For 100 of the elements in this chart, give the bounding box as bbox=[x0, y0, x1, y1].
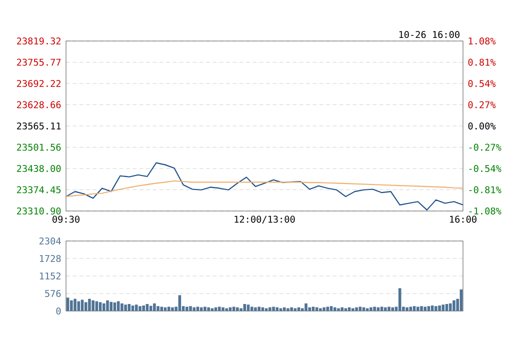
bar bbox=[388, 306, 390, 311]
bar bbox=[134, 304, 138, 311]
y-tick-label: 1728 bbox=[40, 254, 61, 262]
bar bbox=[232, 306, 236, 311]
bar bbox=[80, 300, 84, 311]
bar bbox=[128, 304, 131, 311]
bar bbox=[304, 303, 308, 311]
bar bbox=[156, 306, 160, 311]
bar bbox=[358, 306, 362, 311]
bar bbox=[236, 307, 239, 311]
y-tick-label: 0 bbox=[56, 307, 61, 315]
y2-tick-label: -0.81% bbox=[469, 186, 502, 194]
bar bbox=[167, 306, 170, 311]
y-tick-label: 576 bbox=[45, 290, 61, 298]
y2-tick-label: 0.00% bbox=[468, 122, 496, 130]
bar bbox=[279, 308, 282, 311]
bar bbox=[124, 304, 127, 311]
bar bbox=[416, 306, 420, 311]
bar bbox=[186, 306, 188, 311]
bar bbox=[355, 307, 358, 311]
bar bbox=[131, 306, 134, 311]
bar bbox=[66, 298, 70, 311]
bar bbox=[319, 308, 322, 311]
bar bbox=[272, 306, 275, 311]
bar bbox=[427, 306, 430, 311]
bar bbox=[380, 306, 384, 311]
bar bbox=[225, 308, 228, 311]
bar bbox=[370, 307, 372, 311]
bar bbox=[102, 303, 106, 311]
text: 10-26 16:00 bbox=[399, 31, 460, 38]
bar bbox=[340, 307, 344, 311]
bar bbox=[196, 306, 200, 311]
y2-tick-label: -0.54% bbox=[469, 164, 502, 172]
line-series bbox=[65, 162, 464, 210]
bar bbox=[98, 302, 102, 311]
bar bbox=[286, 308, 290, 311]
bar bbox=[391, 307, 394, 311]
bar bbox=[160, 306, 164, 311]
bar bbox=[189, 306, 192, 311]
y-tick-label: 23755.77 bbox=[17, 58, 61, 66]
bar bbox=[322, 307, 326, 311]
x-tick-label: 12:00/13:00 bbox=[234, 216, 295, 224]
bar bbox=[138, 306, 142, 311]
bar bbox=[254, 307, 257, 311]
bar bbox=[398, 288, 402, 311]
bar bbox=[210, 308, 214, 311]
bar bbox=[373, 306, 376, 311]
y-tick-label: 2304 bbox=[40, 237, 61, 245]
bar bbox=[171, 307, 174, 311]
bar bbox=[412, 306, 416, 311]
bar bbox=[120, 303, 124, 311]
bar bbox=[452, 300, 456, 311]
bar bbox=[344, 308, 348, 311]
y-tick-label: 23438.00 bbox=[17, 164, 61, 172]
bar bbox=[290, 307, 293, 311]
y2-tick-label: 0.54% bbox=[468, 80, 496, 88]
y2-tick-label: 1.08% bbox=[468, 37, 496, 45]
bar bbox=[384, 307, 387, 311]
bar bbox=[330, 306, 333, 311]
bar bbox=[250, 306, 254, 311]
bar bbox=[74, 298, 76, 311]
y2-tick-label: -1.08% bbox=[469, 207, 502, 215]
bar bbox=[409, 306, 412, 311]
bar bbox=[420, 306, 423, 311]
bar bbox=[333, 307, 336, 311]
y2-tick-label: -0.27% bbox=[469, 144, 502, 151]
bar bbox=[308, 307, 312, 311]
bar bbox=[207, 307, 210, 311]
bar bbox=[146, 304, 149, 311]
bar bbox=[84, 302, 88, 311]
bar bbox=[352, 308, 354, 311]
bar bbox=[142, 306, 146, 311]
bar bbox=[70, 300, 73, 311]
bar bbox=[153, 303, 156, 311]
bar bbox=[268, 307, 272, 311]
bar bbox=[448, 303, 452, 311]
y-tick-label: 23819.32 bbox=[17, 37, 61, 45]
bar bbox=[406, 307, 408, 311]
y-tick-label: 23501.56 bbox=[17, 144, 61, 151]
bar bbox=[110, 302, 113, 311]
bar bbox=[424, 306, 427, 311]
bar bbox=[312, 306, 315, 311]
bar bbox=[434, 306, 438, 311]
bar bbox=[240, 308, 242, 311]
bar bbox=[243, 304, 246, 311]
bar bbox=[366, 308, 369, 311]
y2-tick-label: 0.27% bbox=[468, 101, 496, 108]
y2-tick-label: 0.81% bbox=[468, 58, 496, 66]
bar bbox=[282, 307, 286, 311]
bar bbox=[88, 298, 91, 311]
bar bbox=[445, 304, 448, 311]
bar bbox=[204, 306, 206, 311]
bar bbox=[326, 306, 330, 311]
y-tick-label: 23565.11 bbox=[17, 122, 61, 130]
bar bbox=[77, 301, 80, 311]
y-tick-label: 23374.45 bbox=[17, 186, 61, 194]
y-tick-label: 23628.66 bbox=[17, 101, 61, 108]
x-tick-label: 09:30 bbox=[52, 216, 80, 223]
bar bbox=[430, 306, 434, 311]
bar bbox=[246, 304, 250, 311]
